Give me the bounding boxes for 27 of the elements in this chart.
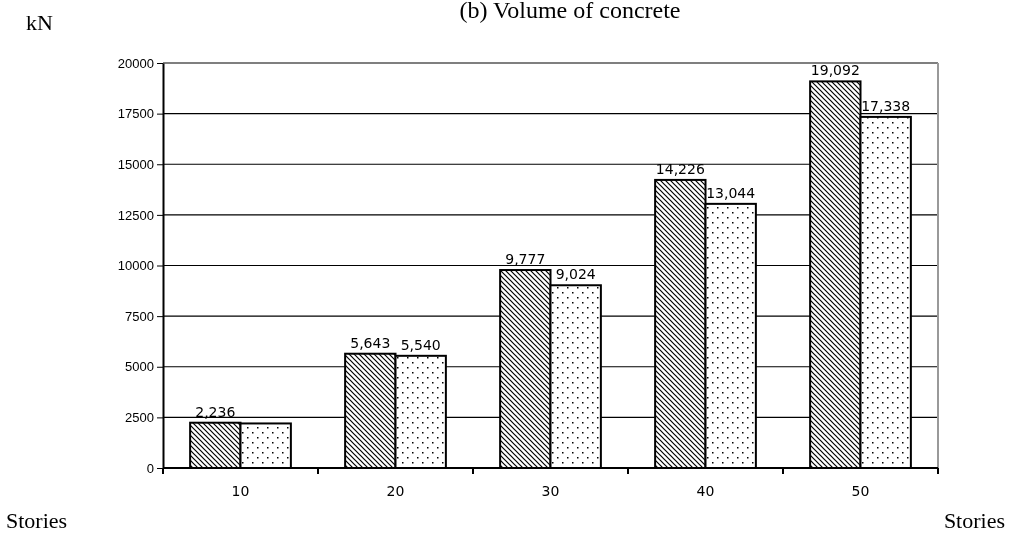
y-tick-label: 2500 — [125, 410, 154, 426]
chart-title: (b) Volume of concrete — [459, 0, 681, 23]
data-label: 9,777 — [505, 251, 546, 268]
data-label: 9,024 — [555, 266, 596, 283]
data-label: 13,044 — [706, 184, 756, 201]
x-tick-label: 50 — [851, 483, 870, 499]
x-tick-label: 20 — [386, 483, 405, 499]
x-tick-label: 30 — [541, 483, 560, 499]
data-label: 5,540 — [400, 336, 441, 353]
y-tick-label: 7500 — [125, 308, 154, 324]
y-tick-label: 20000 — [117, 55, 154, 71]
data-label: 2,236 — [195, 403, 236, 420]
x-tick-label: 10 — [231, 483, 250, 499]
x-axis-title: Stories — [943, 508, 1005, 533]
text: Stories — [6, 508, 68, 533]
text: kN — [26, 10, 53, 35]
x-tick-label: 40 — [696, 483, 715, 499]
data-label: 5,643 — [350, 334, 391, 351]
y-tick-label: 17500 — [117, 106, 154, 122]
data-label: 17,338 — [861, 97, 911, 114]
y-tick-label: 5000 — [125, 359, 154, 375]
data-label: 19,092 — [810, 62, 860, 79]
y-tick-label: 0 — [146, 460, 154, 476]
y-tick-label: 15000 — [117, 156, 154, 172]
data-label: 14,226 — [655, 160, 705, 177]
y-tick-label: 10000 — [117, 258, 154, 274]
y-tick-label: 12500 — [117, 207, 154, 223]
